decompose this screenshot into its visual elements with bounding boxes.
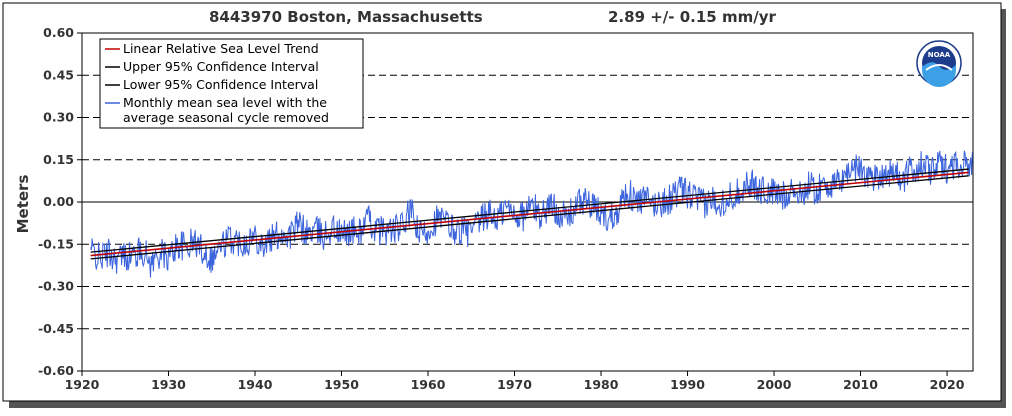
y-tick-label: -0.45 [38,321,74,336]
y-tick-label: -0.60 [38,363,74,378]
y-tick-label: 0.15 [43,152,74,167]
x-axis-ticks: 1920 1930 1940 1950 1960 1970 1980 1990 2000 2010… [65,371,965,392]
legend-label-lower: Lower 95% Confidence Interval [123,77,318,92]
x-tick-label: 1970 [497,377,532,392]
series-trend-line [90,171,969,257]
legend-box [99,38,364,129]
legend-label-monthly-line2: average seasonal cycle removed [123,110,329,125]
series-lower-ci [90,175,969,260]
trend-rate: 2.89 +/- 0.15 mm/yr [608,8,776,26]
logo-bird [925,64,953,71]
y-tick-label: 0.30 [43,110,74,125]
y-tick-label: 0.45 [43,67,74,82]
logo-wave [922,62,956,87]
series-group [90,150,973,278]
legend-label-monthly-line1: Monthly mean sea level with the [123,95,327,110]
x-tick-label: 1950 [324,377,359,392]
station-title: 8443970 Boston, Massachusetts [209,8,483,26]
series-monthly-mean [90,150,973,278]
x-tick-label: 2010 [843,377,878,392]
legend-label-monthly: Monthly mean sea level with the average … [123,95,331,125]
series-upper-ci [90,168,969,253]
legend: Linear Relative Sea Level Trend Upper 95… [99,38,364,129]
y-axis-ticks: 0.60 0.45 0.30 0.15 0.00 -0.15 -0.30 -0.45 -0.60 [38,25,82,378]
y-tick-label: 0.60 [43,25,74,40]
x-tick-label: 1930 [151,377,186,392]
x-tick-label: 1940 [238,377,273,392]
y-tick-label: 0.00 [43,194,74,209]
noaa-logo: NOAA [916,40,962,87]
x-tick-label: 2000 [757,377,792,392]
logo-text: NOAA [928,51,951,59]
legend-label-trend: Linear Relative Sea Level Trend [123,41,319,56]
y-tick-label: -0.30 [38,279,74,294]
legend-label-upper: Upper 95% Confidence Interval [123,59,319,74]
y-tick-label: -0.15 [38,236,74,251]
x-tick-label: 1990 [670,377,705,392]
x-tick-label: 1960 [411,377,446,392]
x-tick-label: 1980 [584,377,619,392]
x-tick-label: 1920 [65,377,100,392]
x-tick-label: 2020 [930,377,965,392]
y-axis-label: Meters [14,175,32,234]
